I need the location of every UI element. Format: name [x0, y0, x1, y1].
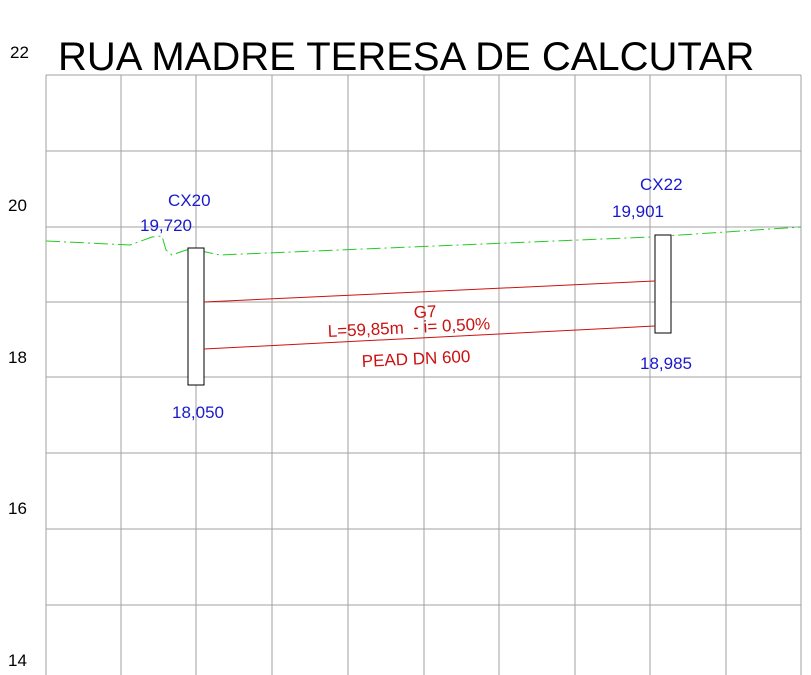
- manhole-name: CX20: [168, 191, 211, 210]
- grid: [45, 74, 802, 675]
- elevation-label: 16: [8, 499, 27, 518]
- pipe-length-slope: L=59,85m - i= 0,50%: [327, 314, 490, 341]
- manhole-name: CX22: [640, 175, 683, 194]
- pipe-top: [203, 280, 656, 303]
- manhole-cx20: [187, 247, 205, 386]
- elevation-label: 20: [8, 196, 27, 215]
- title-bg: [0, 0, 811, 72]
- terrain-elevation: 19,720: [140, 216, 192, 235]
- title: RUA MADRE TERESA DE CALCUTAR: [58, 35, 754, 79]
- manhole-cx22: [654, 234, 672, 334]
- elevation-label: 14: [8, 651, 27, 670]
- elevation-label: 22: [10, 43, 29, 62]
- invert-elevation: 18,985: [640, 354, 692, 373]
- invert-elevation: 18,050: [172, 403, 224, 422]
- terrain-elevation: 19,901: [612, 202, 664, 221]
- terrain-line: [45, 226, 802, 256]
- pipe-bottom: [203, 325, 656, 350]
- pipe-material: PEAD DN 600: [361, 347, 470, 371]
- elevation-label: 18: [8, 348, 27, 367]
- pipe-id: G7: [413, 302, 437, 322]
